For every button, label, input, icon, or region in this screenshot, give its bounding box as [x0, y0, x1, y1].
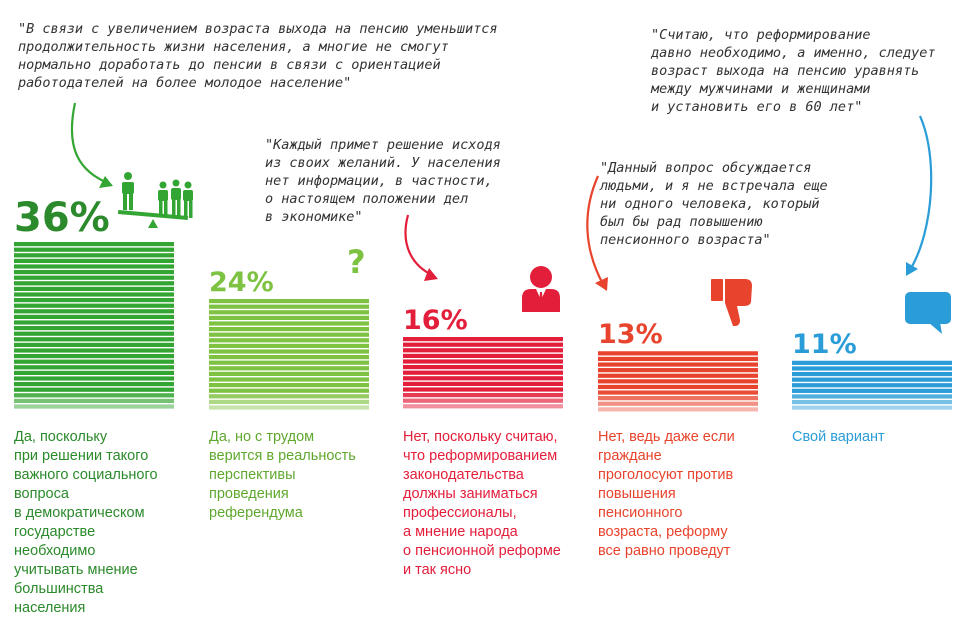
category-label-2: Да, но с трудом верится в реальность пер… — [209, 429, 356, 521]
arrow-head-4 — [906, 262, 918, 276]
quote-4: "Считаю, что реформирование давно необхо… — [651, 27, 936, 115]
value-label-3: 16% — [403, 304, 468, 336]
quote-3: "Данный вопрос обсуждается людьми, и я н… — [600, 160, 828, 248]
quote-2: "Каждый примет решение исходя из своих ж… — [265, 137, 501, 225]
value-label-5: 11% — [792, 328, 857, 360]
category-label-1: Да, поскольку при решении такого важного… — [14, 429, 158, 616]
arrow-quote-4 — [909, 115, 933, 271]
people-scale-icon — [117, 172, 193, 228]
value-label-2: 24% — [209, 266, 274, 298]
bar-4 — [598, 351, 758, 412]
category-label-5: Свой вариант — [792, 429, 885, 445]
arrow-head-2 — [424, 268, 438, 281]
question-mark-icon: ? — [347, 243, 366, 281]
value-label-4: 13% — [598, 319, 663, 350]
thumbs-down-icon — [711, 279, 752, 326]
category-label-3: Нет, поскольку считаю, что реформировани… — [403, 429, 561, 578]
businessman-icon — [522, 266, 560, 312]
arrow-quote-3 — [586, 175, 605, 287]
speech-bubble-icon — [905, 292, 951, 334]
category-label-4: Нет, ведь даже если граждане проголосуют… — [598, 429, 735, 559]
arrow-head-3 — [595, 277, 608, 291]
bar-1 — [14, 242, 174, 409]
arrow-quote-1 — [70, 102, 111, 186]
bar-3 — [403, 337, 563, 409]
bar-5 — [792, 360, 952, 410]
svg-text:?: ? — [347, 243, 366, 281]
bars-layer — [14, 242, 952, 412]
bar-2 — [209, 299, 369, 410]
decor-layer: ? — [70, 102, 951, 334]
quote-1: "В связи с увеличением возраста выхода н… — [18, 21, 498, 91]
value-label-1: 36% — [14, 195, 110, 242]
arrow-head-1 — [99, 176, 113, 188]
